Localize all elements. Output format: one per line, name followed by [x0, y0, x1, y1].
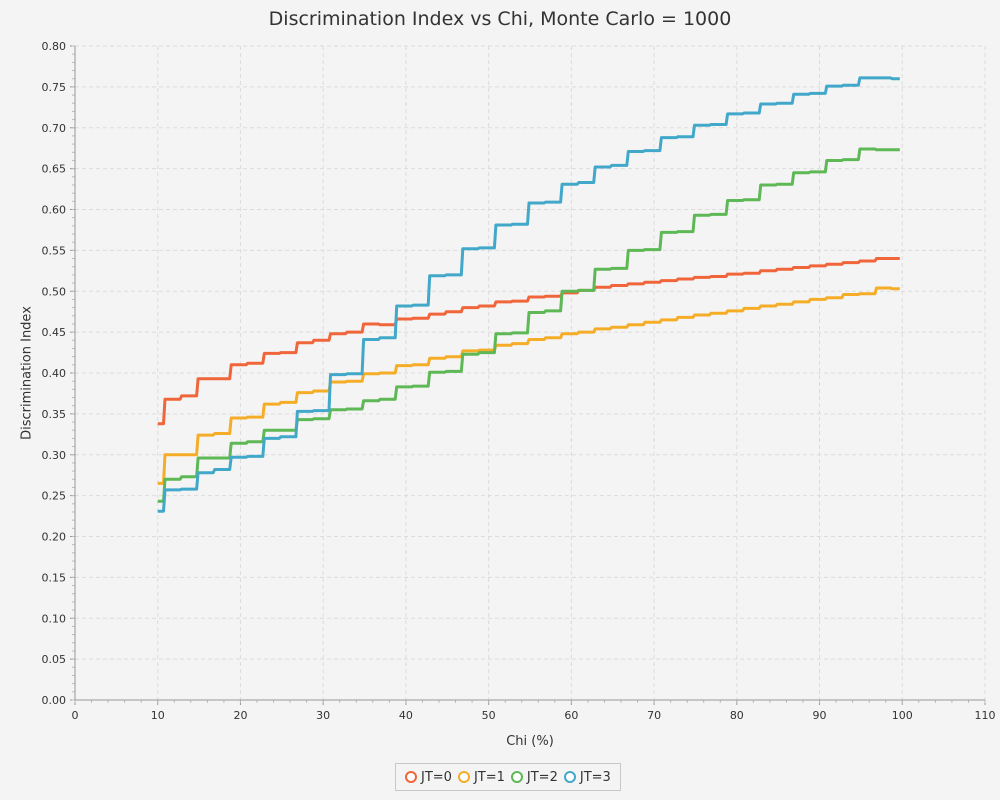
y-tick-label: 0.00 [42, 694, 67, 707]
y-tick-label: 0.10 [42, 612, 67, 625]
chart-title: Discrimination Index vs Chi, Monte Carlo… [268, 8, 732, 30]
series-lines [157, 76, 900, 513]
x-tick-label: 90 [813, 709, 827, 722]
x-tick-label: 110 [975, 709, 996, 722]
y-tick-label: 0.80 [42, 40, 67, 53]
y-tick-label: 0.25 [42, 490, 67, 503]
x-tick-label: 30 [316, 709, 330, 722]
legend-item-jt1: JT=1 [457, 769, 505, 785]
legend-label: JT=0 [421, 769, 452, 785]
y-tick-label: 0.35 [42, 408, 67, 421]
y-tick-label: 0.50 [42, 285, 67, 298]
y-tick-label: 0.30 [42, 449, 67, 462]
y-tick-label: 0.15 [42, 571, 67, 584]
y-tick-label: 0.55 [42, 244, 67, 257]
y-tick-label: 0.65 [42, 163, 67, 176]
x-tick-label: 100 [892, 709, 913, 722]
x-tick-label: 70 [647, 709, 661, 722]
legend-item-jt0: JT=0 [405, 770, 452, 785]
x-tick-label: 0 [72, 709, 79, 722]
x-tick-label: 60 [564, 709, 578, 722]
series-line-jt3 [157, 76, 900, 513]
y-tick-label: 0.40 [42, 367, 67, 380]
series-line-jt1 [157, 286, 900, 485]
y-tick-label: 0.45 [42, 326, 67, 339]
legend-item-jt3: JT=3 [563, 769, 611, 785]
series-line-jt0 [157, 257, 900, 426]
y-tick-label: 0.05 [42, 653, 67, 666]
axes: 0.00 0.05 0.10 0.15 0.20 0.25 0.30 0.35 0.40 0.45… [42, 40, 996, 722]
legend: JT=0 JT=1 JT=2 JT=3 [395, 763, 621, 791]
y-tick-label: 0.60 [42, 204, 67, 217]
legend-marker-icon [405, 771, 417, 783]
legend-marker-icon [510, 771, 523, 783]
x-tick-label: 80 [730, 709, 744, 722]
y-tick-label: 0.20 [42, 531, 67, 544]
x-tick-label: 40 [399, 709, 413, 722]
x-tick-label: 50 [482, 709, 496, 722]
legend-marker-icon [563, 771, 576, 783]
legend-label: JT=2 [526, 769, 558, 785]
x-tick-label: 20 [233, 709, 247, 722]
legend-label: JT=1 [473, 769, 505, 785]
y-tick-label: 0.75 [42, 81, 67, 94]
grid [74, 45, 986, 701]
series-line-jt2 [157, 147, 900, 503]
y-axis-label: Discrimination Index [19, 306, 35, 440]
y-tick-label: 0.70 [42, 122, 67, 135]
legend-marker-icon [457, 771, 470, 783]
x-axis-label: Chi (%) [506, 734, 554, 749]
legend-item-jt2: JT=2 [510, 769, 558, 785]
legend-label: JT=3 [579, 769, 611, 785]
x-tick-label: 10 [151, 709, 165, 722]
